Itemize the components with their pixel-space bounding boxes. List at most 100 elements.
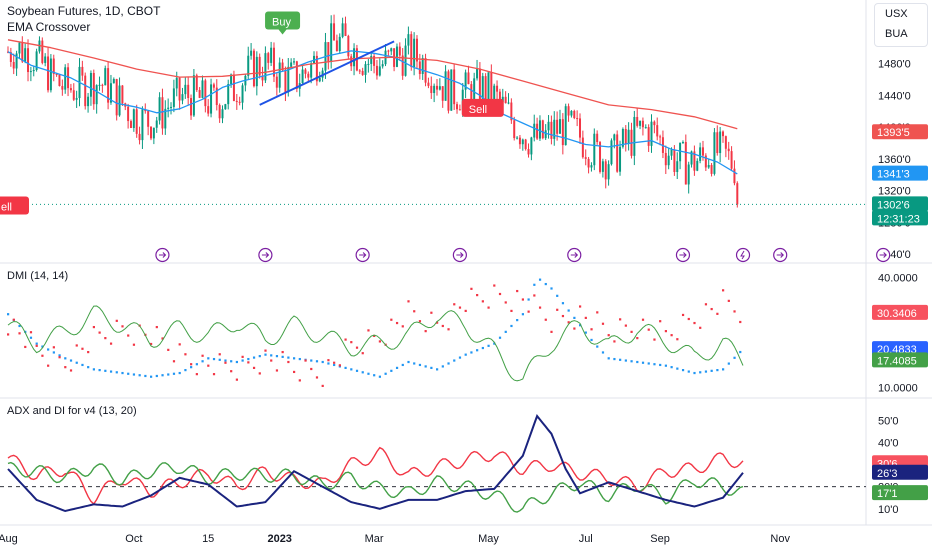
dmi-plus-di-dot [670,366,673,369]
dmi-minus-di-dot [447,328,450,331]
symbol-bua[interactable]: BUA [885,28,908,40]
dmi-plus-di-dot [579,324,582,327]
dmi-plus-di-dot [476,349,479,352]
candle-body [498,91,501,102]
candle-body [653,121,656,126]
candle-body [227,84,230,105]
candle-body [201,80,204,98]
candle-body [81,66,84,76]
candle-body [15,53,18,69]
candle-body [716,132,719,154]
candle-body [24,48,27,62]
dmi-plus-di-dot [127,372,130,375]
candle-body [644,127,647,129]
price-tag: 1341'3 [877,169,910,181]
dmi-plus-di-dot [527,298,530,301]
dmi-plus-di-dot [350,368,353,371]
candle-body [516,137,519,139]
candle-body [607,164,610,180]
dmi-plus-di-dot [676,367,679,370]
dmi-plus-di-dot [52,351,55,354]
dmi-plus-di-dot [641,361,645,364]
dmi-minus-di-dot [293,370,296,374]
candle-body [576,118,579,120]
signal-buy: Buy [272,17,291,29]
dmi-plus-di-dot [144,374,147,378]
candle-body [184,84,187,95]
candle-body [424,58,427,83]
candle-body [438,86,441,90]
dmi-minus-di-dot [241,355,244,358]
dmi-minus-di-dot [172,360,176,363]
dmi-minus-di-dot [109,342,113,345]
candle-body [252,50,255,87]
dmi-minus-di-dot [24,345,27,349]
candle-body [398,46,401,56]
dmi-plus-di-dot [567,309,570,312]
dmi-value-tag: 17.4085 [877,355,917,367]
candle-body [390,48,393,52]
candle-body [333,23,336,41]
dmi-plus-di-dot [693,371,696,375]
dmi-minus-di-dot [224,361,227,364]
signal-sell: Sell [469,104,487,116]
candle-body [699,147,702,161]
dmi-minus-di-dot [92,325,95,329]
candle-body [636,116,639,126]
candle-body [129,121,132,129]
candle-body [358,70,361,72]
dmi-plus-di-dot [716,369,719,372]
dmi-plus-di-dot [504,330,507,333]
dmi-plus-di-dot [561,302,565,305]
candle-body [616,134,619,172]
candle-body [436,85,438,90]
dmi-plus-di-dot [104,369,107,372]
time-tick-label: Sep [650,533,670,545]
candle-body [47,56,50,91]
candle-body [704,155,707,168]
dmi-minus-di-dot [81,347,84,350]
dmi-minus-di-dot [75,344,78,347]
candle-body [701,147,704,156]
dmi-pane-title: DMI (14, 14) [7,270,69,282]
dmi-minus-di-dot [18,332,21,335]
candle-body [275,76,278,88]
dmi-minus-di-dot [315,376,319,379]
dmi-minus-di-dot [321,384,324,388]
candle-body [364,64,367,75]
dmi-plus-di-dot [115,371,118,374]
dmi-plus-di-dot [310,359,313,362]
candle-body [476,68,479,79]
candle-body [676,161,679,173]
candle-body [112,79,115,84]
candle-body [58,74,61,87]
dmi-minus-di-dot [230,370,233,373]
dmi-minus-di-dot [127,334,130,337]
dmi-plus-di-dot [647,362,650,365]
arrow-icon [776,252,784,258]
symbol-box[interactable]: USX BUA [874,3,928,47]
dmi-plus-di-dot [607,357,610,360]
dmi-minus-di-dot [367,329,370,332]
dmi-minus-di-dot [281,350,284,354]
dmi-minus-di-dot [659,320,662,323]
candle-body [18,42,21,54]
candle-body [335,40,338,52]
dmi-plus-di-dot [138,374,141,377]
candle-body [75,98,78,100]
dmi-plus-di-dot [178,371,181,375]
dmi-minus-di-dot [69,369,73,372]
time-tick-label: 15 [202,533,214,545]
dmi-minus-di-dot [733,310,736,313]
symbol-usx[interactable]: USX [885,8,908,20]
dmi-plus-di-dot [722,368,725,371]
dmi-minus-di-dot [298,379,301,382]
dmi-plus-di-dot [29,336,33,339]
candle-body [170,106,173,108]
candle-body [72,90,75,100]
dmi-minus-di-dot [35,344,38,347]
dmi-plus-di-dot [18,324,21,328]
candle-body [272,47,275,77]
dmi-plus-di-dot [47,348,50,351]
